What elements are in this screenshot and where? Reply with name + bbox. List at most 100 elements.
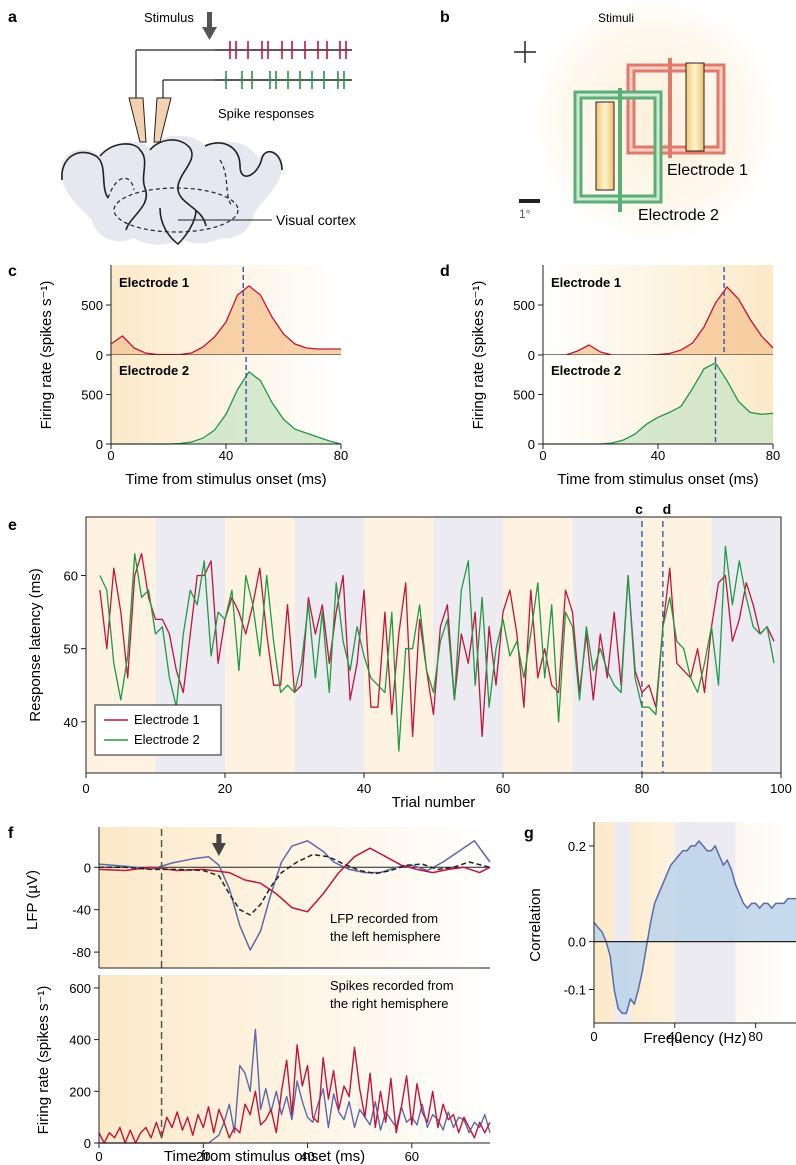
y-tick-label: 60 — [64, 569, 78, 584]
x-tick-label: 0 — [107, 448, 114, 463]
area-electrode-1 — [111, 286, 341, 355]
stimuli-label: Stimuli — [598, 11, 634, 25]
x-axis-label: Time from stimulus onset (ms) — [557, 471, 758, 488]
arrow-head — [211, 843, 226, 856]
electrodes — [128, 49, 215, 143]
series-label-electrode-1: Electrode 1 — [119, 275, 189, 290]
y-tick-label: -40 — [72, 903, 91, 918]
y-tick-label: 0 — [84, 1136, 91, 1151]
band-dark — [433, 517, 503, 773]
y-tick-label: 500 — [81, 388, 103, 403]
spikes-note-line2: the right hemisphere — [330, 996, 449, 1011]
y-tick-label: 500 — [81, 298, 103, 313]
series-line-electrode-2 — [99, 545, 775, 752]
lfp-note-line1: LFP recorded from — [330, 911, 438, 926]
band-dark — [572, 517, 642, 773]
panel-b: b Stimuli Electrode 1 Electrode 2 1° — [440, 0, 780, 245]
panel-d: d Electrode 1 0 500 Electrode 2 0 500 0 40 80 Tim… — [440, 263, 780, 488]
x-tick-label: 60 — [405, 1149, 419, 1164]
line-electrode-1 — [110, 285, 341, 356]
x-axis-label: Frequency (Hz) — [643, 1030, 746, 1047]
band-light — [364, 517, 434, 773]
panel-e-letter: e — [8, 517, 17, 534]
lfp-line-red — [98, 847, 491, 913]
x-tick-label: 40 — [219, 448, 233, 463]
plot-frame — [85, 516, 782, 774]
band-dark — [711, 517, 781, 773]
x-tick-label: 40 — [300, 1149, 314, 1164]
y-tick-label: 0 — [96, 348, 103, 363]
x-axis-label: Trial number — [392, 794, 476, 811]
panel-c: c Electrode 1 0 500 Electrode 2 0 500 0 40 80 Tim… — [8, 263, 348, 488]
y-tick-label: 0 — [84, 860, 91, 875]
x-tick-label: 40 — [651, 448, 665, 463]
spike-responses-label: Spike responses — [218, 106, 315, 121]
y-tick-label: 600 — [69, 981, 91, 996]
panel-g-letter: g — [524, 825, 534, 842]
electrode-1-label: Electrode 1 — [667, 162, 748, 179]
spike-rate-line-red — [98, 1044, 491, 1144]
spike-train-green — [225, 71, 345, 89]
stimulus-arrow — [202, 12, 217, 40]
marker-label-c: c — [635, 501, 643, 517]
legend-box — [94, 704, 222, 756]
correlation-line — [593, 839, 796, 1015]
x-tick-label: 60 — [496, 781, 510, 796]
panel-e: e c d 40 50 60 0 20 40 60 80 100 Trial number Respon… — [8, 501, 792, 811]
brain-diagram — [60, 135, 283, 246]
scale-bar-label: 1° — [519, 207, 531, 221]
panel-a-letter: a — [8, 9, 17, 26]
marker-label-d: d — [663, 501, 672, 517]
y-tick-label: 0 — [528, 348, 535, 363]
y-tick-label: -0.1 — [564, 983, 586, 998]
panel-f: f -80 -40 0 LFP (µV) 0 200 400 600 0 20 40 60 Time f… — [8, 825, 491, 1165]
series-label-electrode-2: Electrode 2 — [119, 363, 189, 378]
area-electrode-2 — [111, 371, 341, 444]
x-tick-label: 100 — [770, 781, 792, 796]
lfp-note-line2: the left hemisphere — [330, 929, 441, 944]
panel-b-letter: b — [440, 9, 450, 26]
y-tick-label: 400 — [69, 1033, 91, 1048]
y-axis-label: Firing rate (spikes s⁻¹) — [35, 986, 52, 1135]
visual-cortex-label: Visual cortex — [276, 212, 356, 228]
x-tick-label: 0 — [590, 1029, 597, 1044]
correlation-area — [594, 841, 796, 1014]
spike-rate-line-blue — [99, 1028, 491, 1144]
lfp-line-blue — [98, 840, 491, 951]
band-light — [642, 517, 712, 773]
spikes-note-line1: Spikes recorded from — [330, 978, 454, 993]
x-tick-label: 20 — [218, 781, 232, 796]
legend-label: Electrode 2 — [134, 732, 200, 747]
x-tick-label: 80 — [748, 1029, 762, 1044]
stimulus-label: Stimulus — [144, 10, 194, 25]
series-label-electrode-1: Electrode 1 — [551, 275, 621, 290]
y-axis-label: Response latency (ms) — [27, 568, 44, 721]
x-tick-label: 0 — [82, 781, 89, 796]
y-tick-label: 0 — [528, 437, 535, 452]
receptive-field-green — [573, 88, 663, 212]
series-label-electrode-2: Electrode 2 — [551, 363, 621, 378]
legend-label: Electrode 1 — [134, 712, 200, 727]
y-tick-label: 500 — [513, 298, 535, 313]
x-tick-label: 80 — [334, 448, 348, 463]
panel-d-letter: d — [440, 263, 450, 280]
x-tick-label: 40 — [668, 1029, 682, 1044]
x-tick-label: 20 — [196, 1149, 210, 1164]
y-tick-label: -80 — [72, 945, 91, 960]
lfp-line-dashed — [99, 853, 491, 916]
y-axis-label: Firing rate (spikes s⁻¹) — [38, 281, 55, 430]
y-axis-label: LFP (µV) — [24, 870, 41, 930]
x-axis-label: Time from stimulus onset (ms) — [125, 471, 326, 488]
fixation-cross — [514, 41, 536, 63]
y-tick-label: 40 — [64, 715, 78, 730]
receptive-field-red — [626, 58, 726, 158]
band-dark — [294, 517, 364, 773]
spike-train-red — [229, 41, 347, 59]
x-tick-label: 40 — [357, 781, 371, 796]
lfp-background — [99, 827, 490, 968]
y-tick-label: 0.0 — [568, 935, 586, 950]
arrow-shaft — [216, 834, 222, 844]
